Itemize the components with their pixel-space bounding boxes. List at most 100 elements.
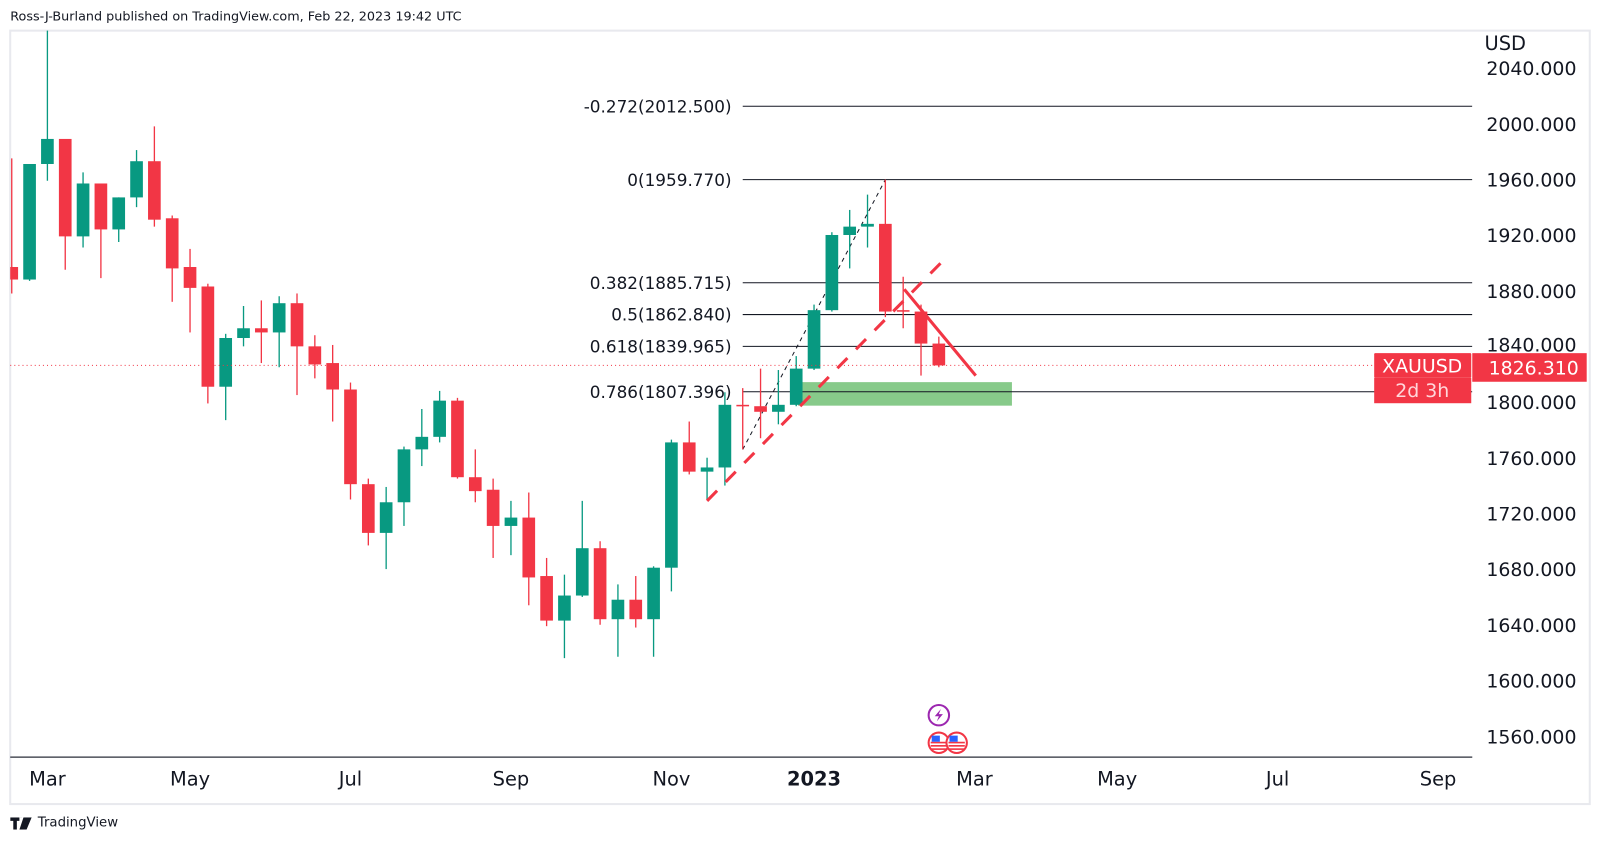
candle-body [807, 310, 821, 369]
candle-body [58, 138, 72, 237]
candle-body [94, 183, 108, 230]
candle [219, 333, 233, 421]
symbol-tag [1374, 353, 1472, 378]
candle [468, 449, 482, 503]
candle [148, 126, 161, 227]
publisher-header: Ross-J-Burland published on TradingView.… [10, 8, 462, 24]
candle-body [718, 404, 732, 468]
symbol-tag-label: XAUUSD [1382, 356, 1462, 378]
candle [879, 179, 892, 318]
tradingview-brand[interactable]: TradingView [37, 815, 119, 831]
candle-body [914, 311, 928, 344]
candle [379, 486, 393, 570]
fib-level-label: -0.272(2012.500) [584, 96, 732, 116]
candle-body [272, 303, 286, 333]
candle-body [255, 328, 268, 333]
price-axis-label: 1720.000 [1486, 504, 1576, 526]
candle-body [772, 404, 785, 412]
candle-body [165, 218, 179, 269]
candle [130, 150, 143, 208]
fib-level-label: 0.786(1807.396) [590, 382, 732, 402]
candle [593, 541, 607, 625]
candle-body [183, 267, 197, 288]
candle [451, 397, 464, 479]
time-axis-label: Sep [493, 768, 530, 791]
candle-body [665, 442, 678, 568]
time-axis-label: Jul [1265, 768, 1289, 791]
candle [10, 158, 19, 294]
candle-body [468, 477, 482, 492]
candle-body [344, 389, 357, 485]
candle [433, 390, 446, 443]
candle-body [433, 400, 446, 437]
candle [861, 194, 874, 248]
candle-body [629, 599, 643, 620]
candle [682, 421, 696, 475]
candle-body [504, 517, 518, 526]
candle-body [879, 223, 892, 312]
candle [76, 172, 90, 248]
candle [504, 500, 518, 556]
candle [736, 388, 750, 450]
last-price-value: 1826.310 [1489, 358, 1579, 380]
candle-body [843, 226, 857, 235]
fib-level-label: 0.382(1885.715) [590, 273, 732, 293]
candle-body [647, 567, 660, 620]
candle [255, 300, 268, 364]
candle-body [237, 328, 250, 339]
candle [558, 574, 571, 659]
candle [201, 283, 215, 404]
candle [718, 392, 732, 486]
plot-area [10, 30, 1473, 659]
candle [825, 232, 839, 312]
candle-body [23, 163, 36, 280]
candle [611, 584, 625, 657]
candle [397, 446, 411, 526]
candle-body [130, 161, 143, 198]
us-flag-icon[interactable] [945, 731, 968, 755]
support-zone [797, 382, 1012, 406]
resistance-trendline [903, 288, 977, 377]
candle-body [540, 576, 553, 621]
candle-body [76, 183, 90, 237]
candle-body [896, 310, 910, 312]
candlestick-chart[interactable]: -0.272(2012.500) 0(1959.770) 0.382(1885.71… [0, 0, 1602, 807]
lightning-icon[interactable] [927, 703, 951, 727]
candle [789, 356, 803, 407]
candle-body [201, 286, 215, 387]
candle [843, 209, 857, 269]
candle-body [700, 467, 714, 472]
currency-label: USD [1485, 32, 1526, 55]
candle-body [219, 338, 233, 387]
candle [112, 197, 126, 242]
candle [629, 576, 643, 628]
candle [237, 305, 250, 347]
candle [344, 382, 357, 500]
candle [183, 248, 197, 333]
candle [361, 478, 375, 546]
price-axis-label: 1760.000 [1486, 448, 1576, 470]
candle [165, 215, 179, 302]
time-axis-label: 2023 [787, 768, 841, 791]
time-axis-label: May [170, 768, 210, 791]
candle-body [148, 161, 161, 220]
candle-body [326, 363, 340, 390]
candle-body [611, 599, 625, 620]
price-axis-label: 2000.000 [1486, 114, 1576, 136]
candle [807, 304, 821, 371]
countdown-tag [1374, 377, 1472, 404]
candle-body [825, 234, 839, 311]
flag-stripe [930, 741, 948, 744]
tradingview-logo-icon [10, 816, 32, 830]
candle [700, 457, 714, 500]
candle [58, 138, 72, 270]
candle [647, 566, 660, 657]
candle [415, 408, 429, 467]
candle-body [41, 138, 54, 164]
flag-canton [931, 735, 940, 742]
price-axis-label: 1960.000 [1486, 169, 1576, 191]
candle-body [361, 484, 375, 533]
us-flag-icon[interactable] [927, 731, 951, 755]
candle [326, 344, 340, 422]
candle-body [789, 368, 803, 405]
